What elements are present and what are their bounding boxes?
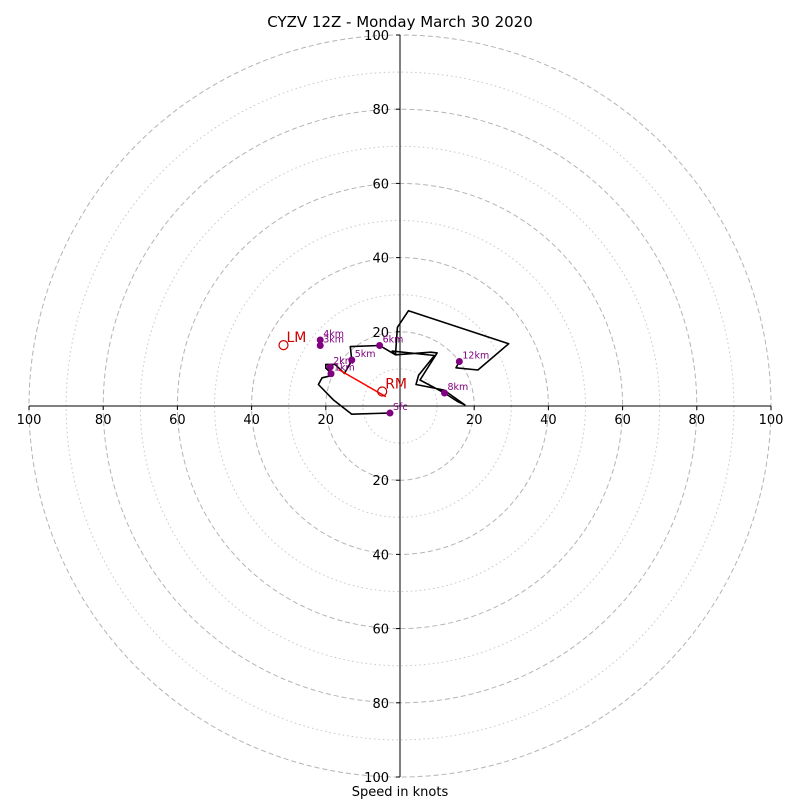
storm-motion-markers: LM RM	[278, 330, 407, 397]
x-axis-label: Speed in knots	[352, 785, 449, 800]
height-marker-point	[376, 342, 384, 350]
y-tick-label: 40	[372, 548, 389, 563]
height-marker-label: 12km	[462, 350, 489, 361]
y-tick-label: 60	[372, 623, 389, 638]
height-marker-point	[316, 342, 324, 350]
y-tick-label: 20	[372, 474, 389, 489]
y-axis-ticks: 100 80 60 40 20 20 40 60 80 100	[364, 29, 400, 786]
storm-motion-point	[278, 340, 289, 351]
height-marker-label: 1km	[334, 363, 355, 374]
chart-title: CYZV 12Z - Monday March 30 2020	[267, 13, 533, 31]
height-marker-point	[327, 370, 335, 378]
x-tick-label: 80	[95, 413, 112, 428]
x-tick-label: 100	[759, 413, 784, 428]
height-marker-point	[386, 409, 394, 417]
x-tick-label: 60	[614, 413, 631, 428]
storm-motion-label: RM	[385, 377, 407, 393]
height-marker-point	[316, 336, 324, 344]
y-tick-label: 40	[372, 252, 389, 267]
x-tick-label: 80	[689, 413, 706, 428]
height-marker-label: 6km	[383, 335, 404, 346]
y-tick-label: 80	[372, 697, 389, 712]
y-tick-label: 100	[364, 771, 389, 786]
x-tick-label: 20	[318, 413, 335, 428]
x-tick-label: 40	[540, 413, 557, 428]
y-tick-label: 100	[364, 29, 389, 44]
height-marker-label: 2km	[333, 356, 354, 367]
height-marker-point	[348, 356, 356, 364]
storm-motion-label: LM	[287, 330, 307, 346]
height-marker-label: Sfc	[393, 402, 408, 413]
x-axis-ticks: 100 80 60 40 20 20 40 60 80 100	[17, 406, 784, 428]
x-tick-label: 40	[243, 413, 260, 428]
height-marker-point	[455, 357, 463, 365]
x-tick-label: 100	[17, 413, 42, 428]
y-tick-label: 20	[372, 326, 389, 341]
storm-motion-point	[377, 386, 388, 397]
height-marker-point	[326, 363, 334, 371]
x-tick-label: 20	[466, 413, 483, 428]
height-marker-point	[441, 389, 449, 397]
height-marker-label: 3km	[323, 335, 344, 346]
height-marker-label: 5km	[355, 349, 376, 360]
axes	[29, 35, 771, 777]
height-marker-label: 4km	[323, 329, 344, 340]
y-tick-label: 60	[372, 177, 389, 192]
x-tick-label: 60	[169, 413, 186, 428]
height-marker-label: 8km	[448, 382, 469, 393]
y-tick-label: 80	[372, 103, 389, 118]
